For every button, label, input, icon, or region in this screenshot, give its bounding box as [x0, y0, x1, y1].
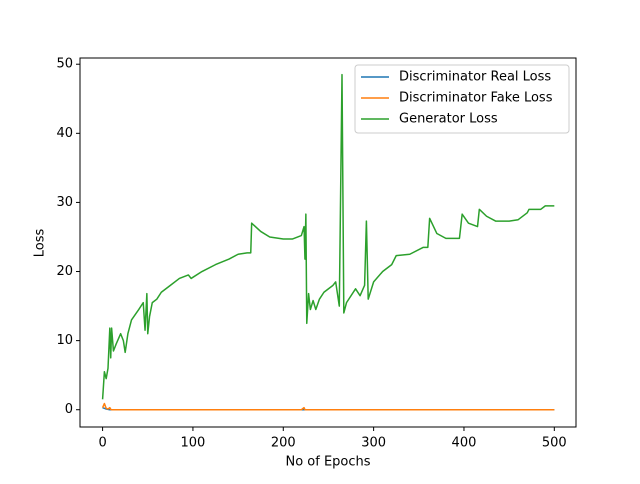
x-tick-label: 200 — [271, 436, 296, 451]
y-tick-label: 20 — [56, 264, 73, 279]
x-tick-label: 400 — [452, 436, 477, 451]
series-line — [101, 73, 555, 400]
x-axis-label: No of Epochs — [285, 455, 370, 470]
legend-label: Discriminator Real Loss — [399, 70, 551, 85]
plot-frame — [79, 57, 577, 428]
y-tick-label: 40 — [56, 126, 73, 141]
y-axis-label: Loss — [33, 229, 48, 258]
x-tick-label: 100 — [181, 436, 206, 451]
legend-label: Discriminator Fake Loss — [399, 91, 553, 106]
x-tick-label: 300 — [361, 436, 386, 451]
legend-label: Generator Loss — [399, 112, 498, 127]
series-line — [101, 402, 555, 411]
y-tick-label: 30 — [56, 195, 73, 210]
y-tick-label: 0 — [65, 402, 73, 417]
legend-box — [354, 64, 570, 134]
x-tick-label: 500 — [542, 436, 567, 451]
y-tick-label: 10 — [56, 333, 73, 348]
x-tick-label: 0 — [98, 436, 106, 451]
y-tick-label: 50 — [56, 57, 73, 72]
